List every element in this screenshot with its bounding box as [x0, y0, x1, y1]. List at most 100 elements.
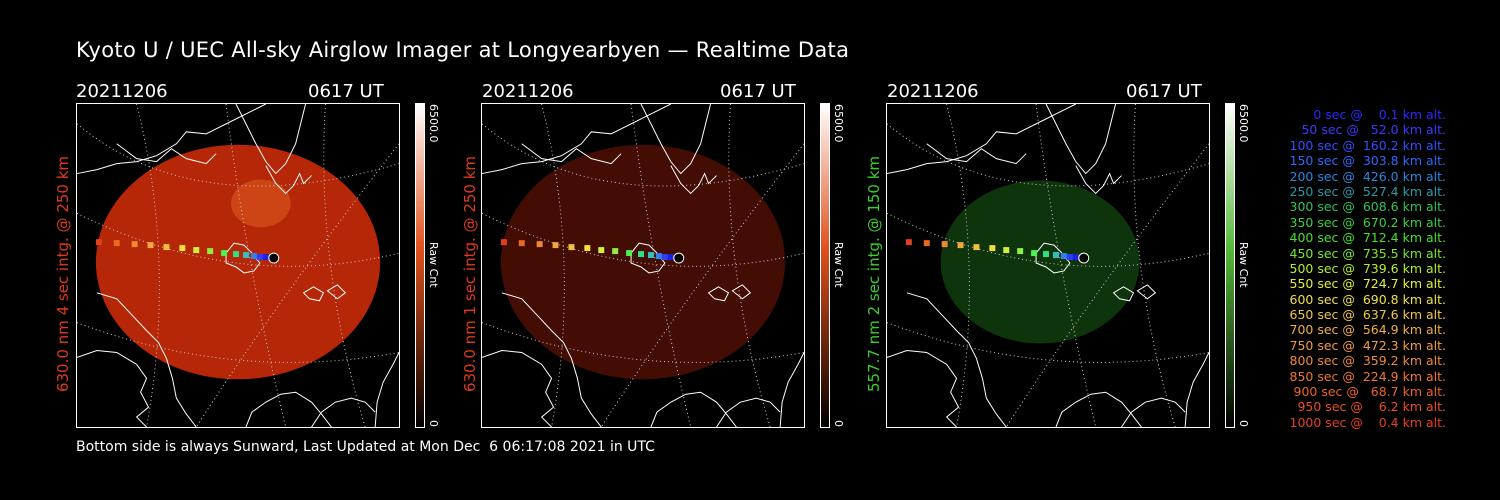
- legend-row: 600 sec @ 690.8 km alt.: [1285, 291, 1447, 307]
- trajectory-point: [552, 242, 559, 249]
- panel-2-colorbar-min: 0: [832, 420, 845, 427]
- airglow-image: [500, 144, 786, 380]
- legend-row: 800 sec @ 359.2 km alt.: [1285, 353, 1447, 369]
- legend-row: 1000 sec @ 0.4 km alt.: [1289, 414, 1446, 430]
- trajectory-point: [193, 247, 200, 254]
- trajectory-point: [147, 242, 154, 249]
- legend-row: 400 sec @ 712.4 km alt.: [1285, 230, 1447, 246]
- trajectory-point: [536, 241, 543, 248]
- trajectory-point: [1072, 254, 1079, 261]
- trajectory-point: [905, 239, 912, 246]
- legend-row: 700 sec @ 564.9 km alt.: [1285, 322, 1447, 338]
- trajectory-point: [95, 239, 102, 246]
- legend-row: 500 sec @ 739.6 km alt.: [1285, 260, 1447, 276]
- trajectory-point: [661, 254, 668, 261]
- panel-1-time: 0617 UT: [308, 81, 384, 102]
- trajectory-point: [113, 240, 120, 247]
- trajectory-point: [233, 251, 239, 258]
- panel-2-side-label: 630.0 nm 1 sec intg. @ 250 km: [461, 155, 479, 393]
- legend-row: 200 sec @ 426.0 km alt.: [1285, 168, 1447, 184]
- trajectory-point: [598, 247, 605, 254]
- trajectory-end-marker: [268, 252, 280, 264]
- panel-2-colorbar: [820, 103, 830, 428]
- trajectory-point: [518, 240, 525, 247]
- trajectory-point: [1066, 254, 1073, 261]
- legend-row: 650 sec @ 637.6 km alt.: [1285, 307, 1447, 323]
- trajectory-point: [242, 252, 249, 259]
- panel-2-map: [481, 103, 805, 428]
- airglow-image: [95, 144, 381, 380]
- legend-row: 550 sec @ 724.7 km alt.: [1285, 276, 1447, 292]
- trajectory-point: [256, 254, 263, 261]
- panel-1-colorbar: [415, 103, 425, 428]
- trajectory-end-marker: [673, 252, 685, 264]
- legend-row: 250 sec @ 527.4 km alt.: [1285, 183, 1447, 199]
- map-coastline: [887, 104, 1209, 427]
- trajectory-point: [647, 252, 654, 259]
- panel-2-time: 0617 UT: [720, 81, 796, 102]
- trajectory-point: [989, 245, 996, 252]
- trajectory-point: [626, 250, 633, 257]
- panel-3-time: 0617 UT: [1126, 81, 1202, 102]
- map-coastline: [77, 104, 399, 427]
- legend-row: 950 sec @ 6.2 km alt.: [1293, 399, 1446, 415]
- legend-row: 900 sec @ 68.7 km alt.: [1289, 384, 1446, 400]
- trajectory-point: [1031, 250, 1038, 257]
- trajectory-point: [1060, 253, 1067, 260]
- panel-1-side-label: 630.0 nm 4 sec intg. @ 250 km: [54, 155, 72, 393]
- trajectory-point: [655, 253, 662, 260]
- trajectory-legend: 0 sec @ 0.1 km alt. 50 sec @ 52.0 km alt…: [1266, 107, 1447, 430]
- legend-row: 750 sec @ 472.3 km alt.: [1285, 337, 1447, 353]
- trajectory-point: [667, 254, 674, 261]
- map-graticule: [887, 104, 1209, 427]
- trajectory-point: [1043, 251, 1049, 258]
- aurora-brightening: [231, 179, 291, 228]
- panel-3-colorbar-min: 0: [1237, 420, 1250, 427]
- trajectory-point: [221, 250, 228, 257]
- trajectory-point: [1017, 248, 1024, 255]
- legend-row: 0 sec @ 0.1 km alt.: [1301, 107, 1446, 122]
- trajectory-point: [973, 244, 980, 251]
- legend-row: 100 sec @ 160.2 km alt.: [1285, 137, 1447, 153]
- panel-2-date: 20211206: [482, 81, 574, 102]
- trajectory-point: [957, 242, 964, 249]
- trajectory-point: [941, 241, 948, 248]
- panel-2-colorbar-max: 6500.0: [832, 104, 845, 143]
- trajectory-point: [262, 254, 269, 261]
- trajectory-point: [1052, 252, 1059, 259]
- map-coastline: [482, 104, 804, 427]
- panel-1-colorbar-unit: Raw Cnt: [427, 242, 440, 288]
- trajectory-point: [131, 241, 138, 248]
- trajectory-point: [163, 244, 170, 251]
- panel-3-colorbar-unit: Raw Cnt: [1237, 242, 1250, 288]
- trajectory-point: [612, 248, 619, 255]
- trajectory-point: [250, 253, 257, 260]
- legend-row: 350 sec @ 670.2 km alt.: [1285, 214, 1447, 230]
- legend-row: 50 sec @ 52.0 km alt.: [1293, 122, 1446, 138]
- trajectory-point: [568, 244, 575, 251]
- panel-1-colorbar-max: 6500.0: [427, 104, 440, 143]
- airglow-image: [940, 180, 1140, 344]
- trajectory-point: [923, 240, 930, 247]
- legend-row: 150 sec @ 303.8 km alt.: [1285, 153, 1447, 169]
- trajectory-point: [179, 245, 186, 252]
- legend-row: 450 sec @ 735.5 km alt.: [1285, 245, 1447, 261]
- panel-1-map: [76, 103, 400, 428]
- trajectory-point: [207, 248, 214, 255]
- panel-1-date: 20211206: [76, 81, 168, 102]
- panel-1-colorbar-min: 0: [427, 420, 440, 427]
- trajectory-point: [638, 251, 644, 258]
- trajectory-point: [584, 245, 591, 252]
- map-graticule: [77, 104, 399, 427]
- trajectory-point: [500, 239, 507, 246]
- footer-note: Bottom side is always Sunward, Last Upda…: [76, 439, 655, 455]
- trajectory-end-marker: [1078, 252, 1090, 264]
- panel-2-colorbar-unit: Raw Cnt: [832, 242, 845, 288]
- panel-3-colorbar-max: 6500.0: [1237, 104, 1250, 143]
- legend-row: 850 sec @ 224.9 km alt.: [1285, 368, 1447, 384]
- legend-row: 300 sec @ 608.6 km alt.: [1285, 199, 1447, 215]
- panel-3-colorbar: [1225, 103, 1235, 428]
- page-title: Kyoto U / UEC All-sky Airglow Imager at …: [76, 38, 850, 62]
- map-graticule: [482, 104, 804, 427]
- panel-3-date: 20211206: [887, 81, 979, 102]
